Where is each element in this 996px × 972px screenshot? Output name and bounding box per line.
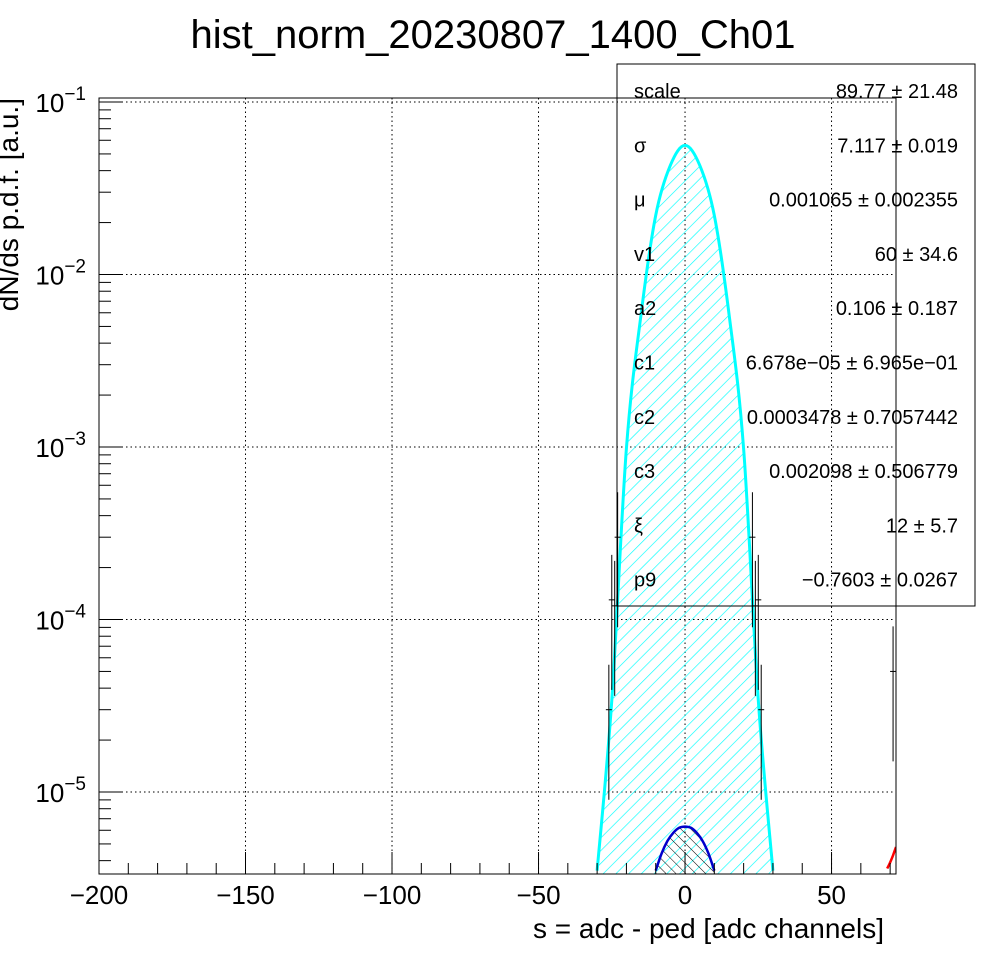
fit-tail-curve [886, 846, 896, 870]
stats-param-value: 60 ± 34.6 [875, 244, 958, 266]
x-axis-label: s = adc - ped [adc channels] [533, 913, 884, 944]
plot-curves [595, 143, 896, 874]
fit-total-fill [597, 145, 773, 874]
x-tick-label: −200 [70, 880, 129, 910]
stats-param-name: ξ [634, 515, 643, 537]
stats-param-name: p9 [634, 570, 656, 592]
fit-component-curve [654, 825, 716, 872]
x-tick-label: 0 [678, 880, 692, 910]
grid-lines [99, 98, 896, 874]
x-tick-label: −150 [216, 880, 275, 910]
y-tick-label: 10−2 [35, 257, 86, 291]
stats-param-name: c3 [634, 461, 655, 483]
stats-box-frame [616, 63, 976, 607]
stats-param-name: v1 [634, 244, 655, 266]
fit-stats-box: scale 89.77 ± 21.48 σ 7.117 ± 0.019 μ 0.00106… [616, 63, 976, 607]
stats-param-name: scale [634, 81, 681, 103]
y-tick-label: 10−3 [35, 429, 86, 463]
x-tick-label: −100 [363, 880, 422, 910]
stats-param-value: 0.002098 ± 0.506779 [769, 461, 958, 483]
y-tick-label: 10−4 [35, 602, 86, 636]
fit-total-curve [595, 143, 775, 871]
plot-frame [98, 97, 897, 875]
stats-param-value: −0.7603 ± 0.0267 [802, 570, 958, 592]
stats-param-name: μ [634, 190, 646, 212]
x-tick-labels: −200 −150 −100 −50 0 50 [70, 880, 846, 910]
y-tick-labels: 10−5 10−4 10−3 10−2 10−1 [35, 84, 86, 808]
y-axis-label: dN/ds p.d.f. [a.u.] [0, 98, 24, 311]
stats-param-value: 89.77 ± 21.48 [836, 81, 958, 103]
y-tick-label: 10−5 [35, 774, 86, 808]
x-tick-label: 50 [817, 880, 846, 910]
y-tick-label: 10−1 [35, 84, 86, 118]
stats-param-value: 7.117 ± 0.019 [837, 135, 958, 157]
x-tick-label: −50 [516, 880, 560, 910]
stats-param-name: c1 [634, 353, 655, 375]
stats-param-value: 6.678e−05 ± 6.965e−01 [746, 353, 958, 375]
stats-param-name: c2 [634, 407, 655, 429]
stats-param-value: 0.106 ± 0.187 [836, 298, 958, 320]
chart-title: hist_norm_20230807_1400_Ch01 [191, 13, 796, 57]
stats-param-value: 0.001065 ± 0.002355 [769, 190, 958, 212]
stats-param-value: 0.0003478 ± 0.7057442 [747, 407, 958, 429]
stats-param-name: a2 [634, 298, 656, 320]
axis-ticks [98, 101, 891, 874]
stats-param-name: σ [634, 135, 647, 157]
stats-param-value: 12 ± 5.7 [886, 515, 958, 537]
